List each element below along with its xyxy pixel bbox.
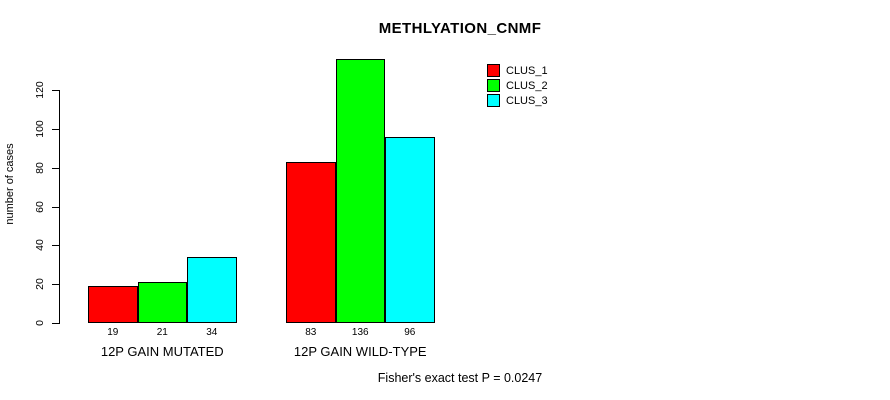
y-tick-mark bbox=[52, 90, 59, 91]
legend-swatch-clus-2 bbox=[487, 79, 500, 92]
legend-item-clus-1: CLUS_1 bbox=[487, 63, 548, 78]
y-tick-mark bbox=[52, 206, 59, 208]
y-tick-mark bbox=[52, 323, 59, 324]
y-tick-label: 20 bbox=[34, 278, 46, 290]
bar-value-label: 21 bbox=[156, 327, 168, 338]
bar-clus-1-12p-gain-wild-type bbox=[286, 161, 336, 323]
y-tick-label: 80 bbox=[34, 161, 46, 174]
y-tick-label: 0 bbox=[34, 320, 46, 326]
legend-label: CLUS_2 bbox=[506, 79, 548, 92]
bar-clus-1-12p-gain-mutated bbox=[88, 286, 138, 323]
category-label-12p-gain-wild-type: 12P GAIN WILD-TYPE bbox=[293, 344, 427, 359]
legend-swatch-clus-1 bbox=[487, 64, 500, 77]
y-axis-line bbox=[59, 90, 60, 324]
bar-value-label: 96 bbox=[404, 327, 416, 338]
legend-label: CLUS_1 bbox=[506, 64, 548, 77]
chart-title: METHLYATION_CNMF bbox=[378, 20, 542, 37]
bar-clus-3-12p-gain-mutated bbox=[187, 256, 237, 323]
bar-value-label: 83 bbox=[305, 327, 317, 338]
category-label-12p-gain-mutated: 12P GAIN MUTATED bbox=[100, 344, 224, 359]
bar-clus-2-12p-gain-mutated bbox=[137, 282, 187, 323]
bar-clus-2-12p-gain-wild-type bbox=[335, 58, 385, 323]
y-tick-label: 100 bbox=[34, 120, 46, 138]
legend-item-clus-2: CLUS_2 bbox=[487, 78, 548, 93]
legend: CLUS_1 CLUS_2 CLUS_3 bbox=[487, 63, 548, 108]
y-tick-mark bbox=[52, 128, 59, 130]
legend-item-clus-3: CLUS_3 bbox=[487, 93, 548, 108]
y-tick-mark bbox=[52, 284, 59, 286]
bar-value-label: 136 bbox=[351, 327, 369, 338]
bar-value-label: 19 bbox=[107, 327, 119, 338]
bar-value-label: 34 bbox=[206, 327, 218, 338]
y-tick-mark bbox=[52, 167, 59, 169]
y-tick-mark bbox=[52, 245, 59, 247]
legend-swatch-clus-3 bbox=[487, 94, 500, 107]
y-tick-label: 60 bbox=[34, 200, 46, 213]
legend-label: CLUS_3 bbox=[506, 94, 548, 107]
y-tick-label: 40 bbox=[34, 239, 46, 252]
bar-clus-3-12p-gain-wild-type bbox=[385, 136, 435, 323]
y-tick-label: 120 bbox=[34, 81, 46, 99]
footer-note: Fisher's exact test P = 0.0247 bbox=[377, 371, 543, 385]
